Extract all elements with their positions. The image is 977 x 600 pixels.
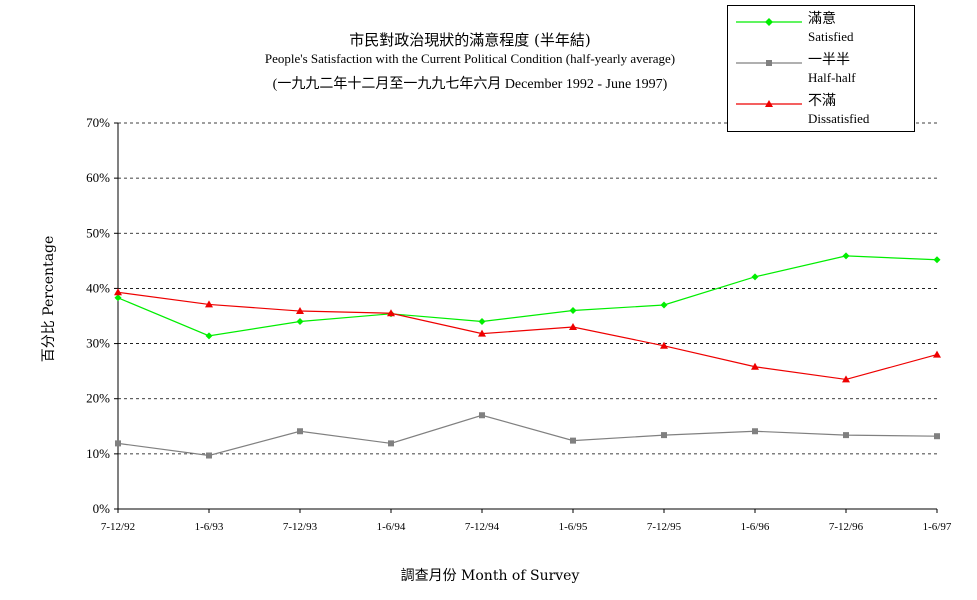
y-tick-label: 40% [86, 280, 110, 295]
data-point-dissatisfied [842, 375, 850, 383]
x-tick-label: 1-6/96 [741, 521, 770, 533]
data-point-half-half [388, 440, 394, 447]
legend-item-satisfied: 滿意 Satisfied [728, 6, 914, 46]
series-lines [114, 252, 941, 459]
legend: 滿意 Satisfied 一半半 Half-half 不滿 Dissatisfi… [727, 5, 915, 132]
legend-swatch-dissatisfied [736, 100, 802, 107]
data-point-satisfied [114, 294, 122, 302]
data-point-satisfied [569, 306, 577, 314]
data-point-half-half [115, 440, 121, 447]
y-tick-label: 70% [86, 115, 110, 130]
data-point-dissatisfied [296, 307, 304, 315]
y-tick-labels: 0% 10% 20% 30% 40% 50% 60% 70% [86, 115, 110, 516]
x-tick-label: 7-12/95 [647, 521, 682, 533]
data-point-half-half [570, 437, 576, 444]
data-point-satisfied [842, 252, 850, 260]
y-tick-label: 30% [86, 336, 110, 351]
data-point-dissatisfied [478, 329, 486, 337]
x-tick-label: 1-6/97 [923, 521, 952, 533]
legend-item-dissatisfied: 不滿 Dissatisfied [728, 88, 914, 128]
series-line-satisfied [117, 255, 938, 337]
data-point-satisfied [296, 318, 304, 326]
data-point-dissatisfied [933, 350, 941, 358]
legend-label-zh: 不滿 [808, 93, 836, 109]
data-point-half-half [752, 428, 758, 435]
x-tick-label: 7-12/93 [283, 521, 318, 533]
x-tick-label: 7-12/94 [465, 521, 500, 533]
y-tick-label: 50% [86, 225, 110, 240]
legend-swatch-satisfied [736, 18, 802, 26]
data-point-half-half [934, 433, 940, 440]
x-axis-label: 調查月份 Month of Survey [400, 568, 580, 584]
legend-label-en: Dissatisfied [808, 111, 870, 126]
data-point-satisfied [205, 332, 213, 340]
y-tick-label: 0% [93, 501, 111, 516]
chart-title-english: People's Satisfaction with the Current P… [264, 51, 676, 66]
y-tick-label: 10% [86, 446, 110, 461]
data-point-satisfied [478, 318, 486, 326]
y-axis-label: 百分比 Percentage [41, 235, 57, 363]
data-point-dissatisfied [387, 309, 395, 317]
data-point-satisfied [751, 273, 759, 281]
series-line-half-half [117, 414, 938, 457]
x-tick-label: 7-12/92 [101, 521, 135, 533]
data-point-dissatisfied [569, 323, 577, 331]
x-tick-labels: 7-12/92 1-6/93 7-12/93 1-6/94 7-12/94 1-6/95 7… [101, 521, 952, 533]
legend-label-zh: 滿意 [808, 11, 836, 27]
data-point-dissatisfied [114, 288, 122, 296]
x-tick-label: 7-12/96 [829, 521, 864, 533]
chart-subtitle: (一九九二年十二月至一九九七年六月 December 1992 - June 1… [272, 77, 668, 92]
x-tick-label: 1-6/94 [377, 521, 406, 533]
data-point-satisfied [660, 301, 668, 309]
data-point-dissatisfied [660, 341, 668, 349]
data-point-half-half [206, 452, 212, 459]
y-tick-label: 60% [86, 170, 110, 185]
data-point-half-half [843, 432, 849, 439]
legend-label-en: Satisfied [808, 29, 854, 44]
data-point-half-half [297, 428, 303, 435]
y-tick-label: 20% [86, 391, 110, 406]
chart-title-chinese: 市民對政治現狀的滿意程度 (半年結) [349, 31, 591, 49]
x-tick-label: 1-6/95 [559, 521, 588, 533]
legend-swatch-half-half [736, 60, 802, 66]
data-point-half-half [661, 432, 667, 439]
x-tick-label: 1-6/93 [195, 521, 224, 533]
gridlines [118, 122, 937, 455]
legend-item-half-half: 一半半 Half-half [728, 47, 914, 87]
legend-label-en: Half-half [808, 70, 856, 85]
axes [114, 122, 938, 513]
legend-label-zh: 一半半 [808, 52, 850, 68]
data-point-satisfied [933, 256, 941, 264]
series-line-dissatisfied [117, 291, 938, 381]
data-point-half-half [479, 412, 485, 419]
data-point-dissatisfied [205, 300, 213, 308]
data-point-dissatisfied [751, 362, 759, 370]
